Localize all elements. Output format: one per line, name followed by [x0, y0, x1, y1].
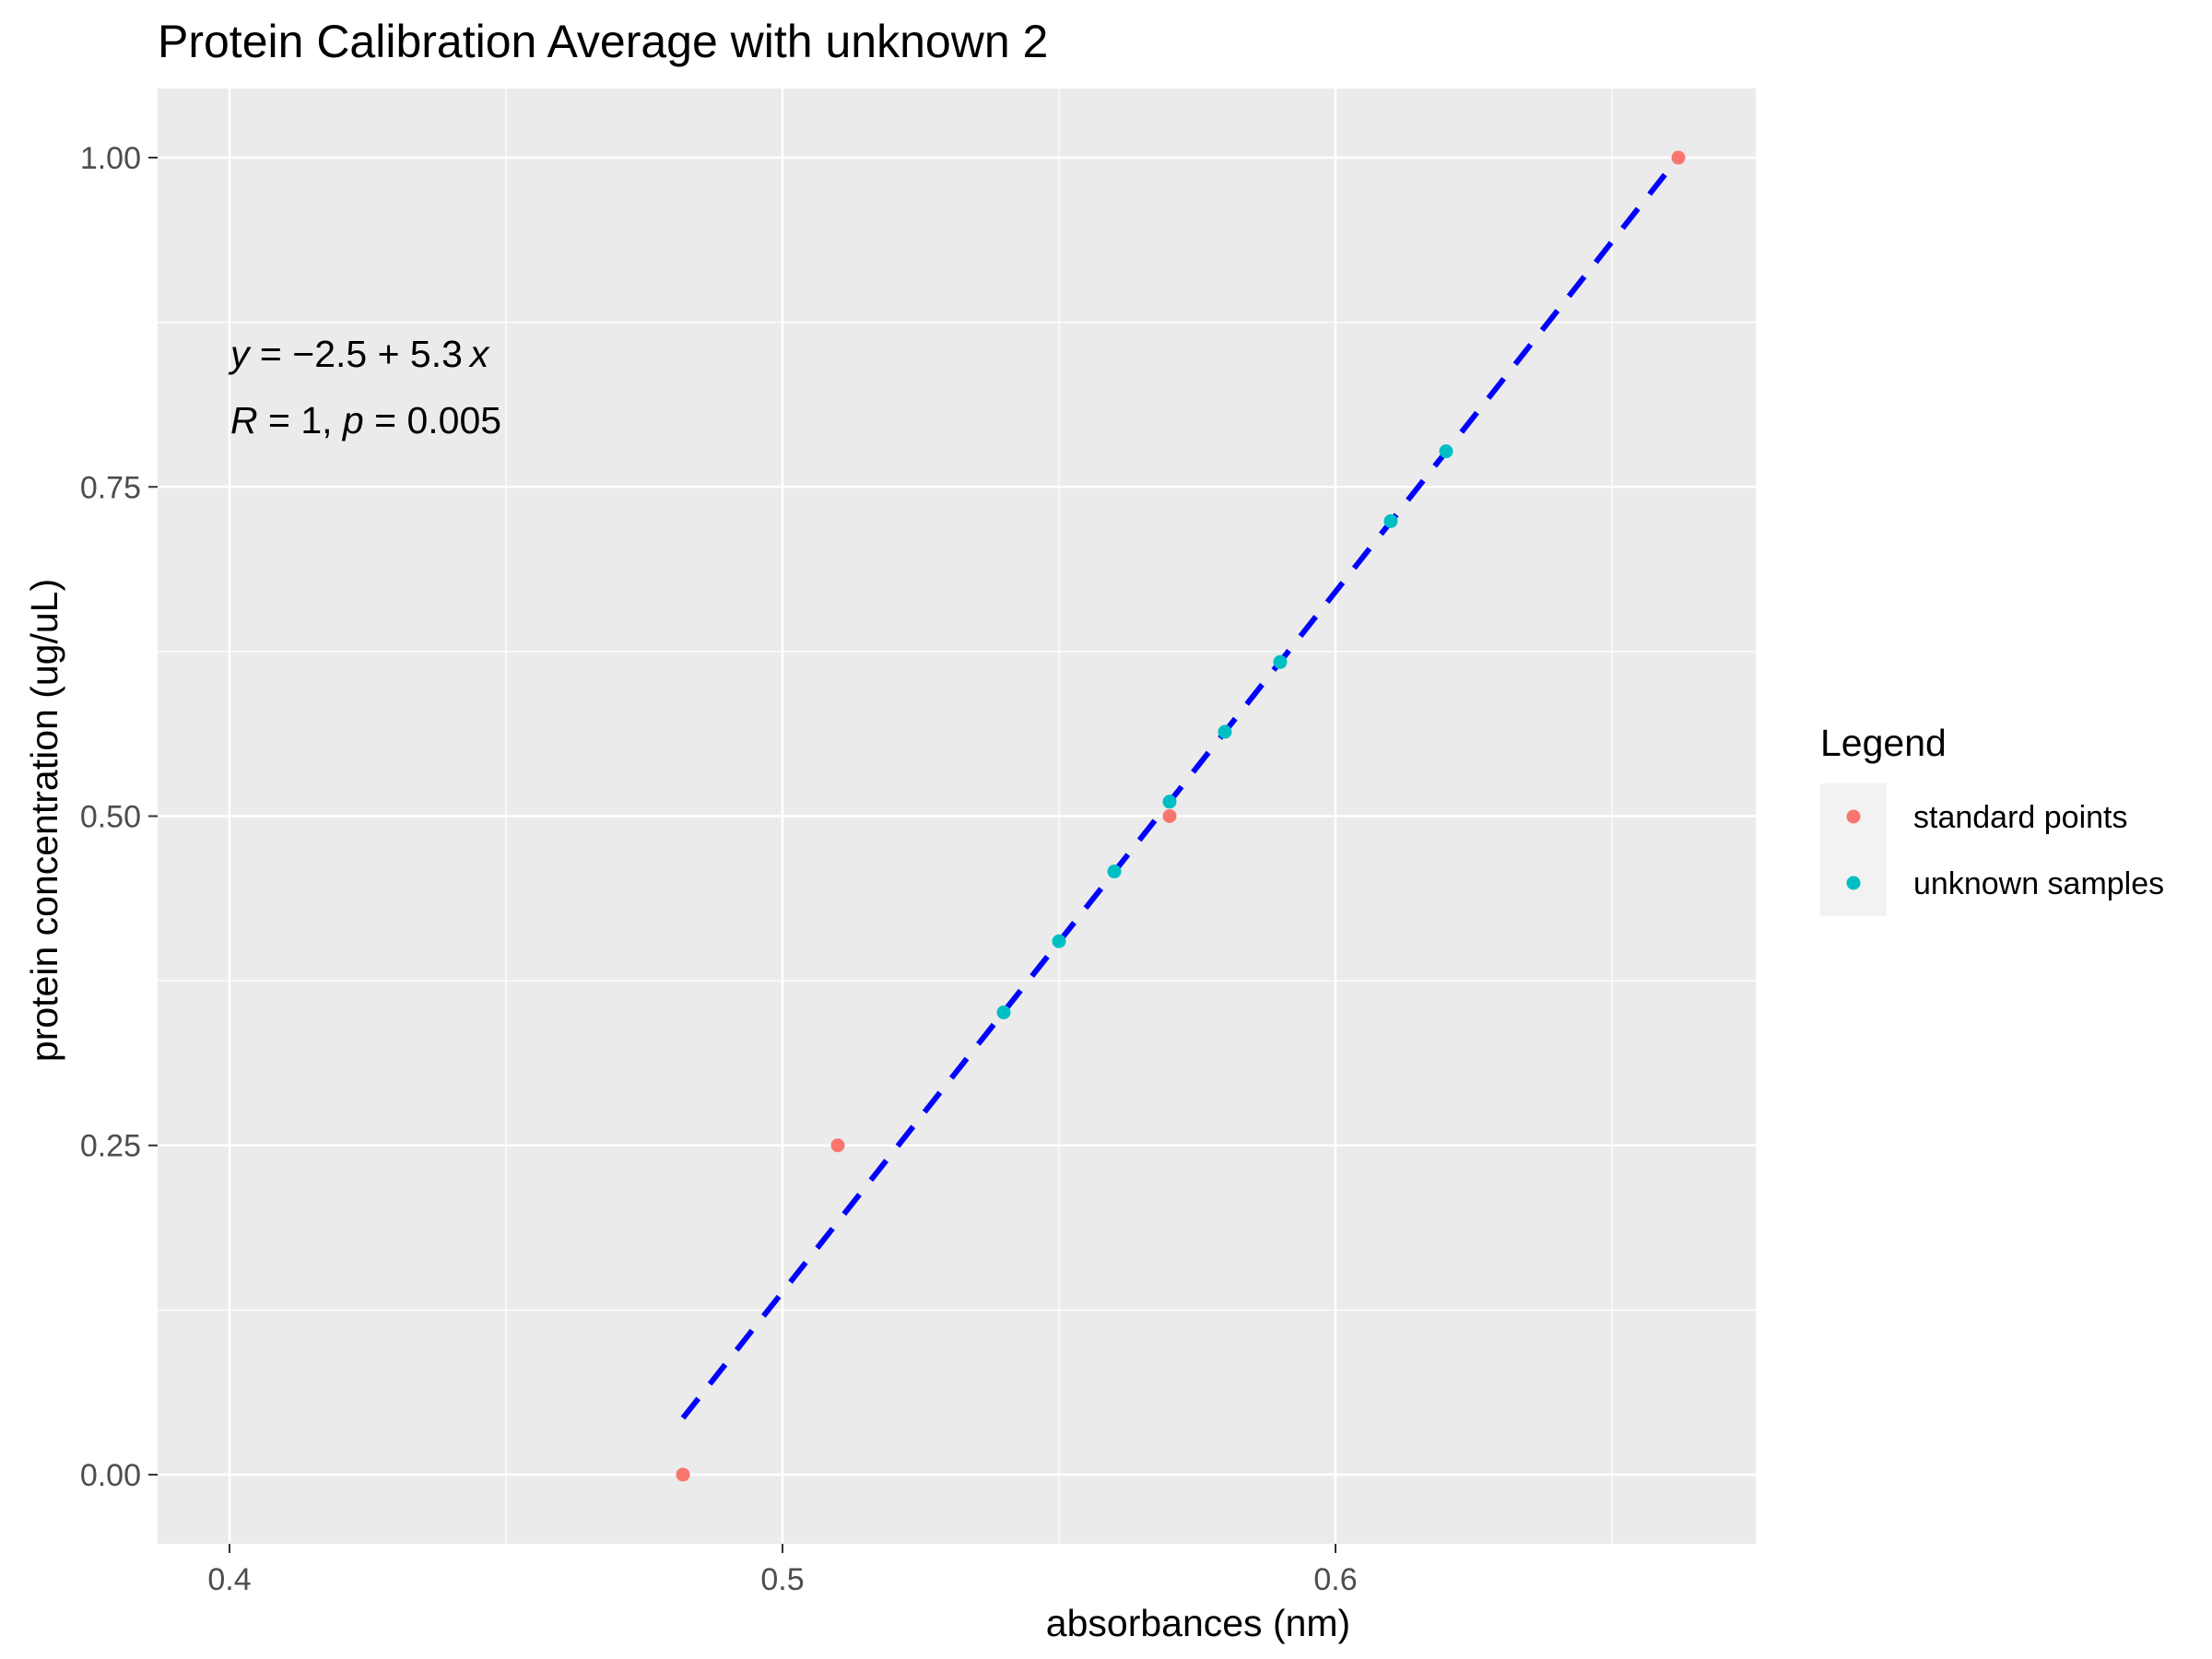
equation-eq: =: [250, 333, 293, 375]
y-axis-title: protein concentration (ug/uL): [23, 579, 65, 1062]
point-unknown-samples-0: [996, 1005, 1011, 1019]
point-standard-points-3: [1671, 150, 1686, 165]
point-standard-points-0: [676, 1467, 690, 1482]
legend-label-standard-points: standard points: [1913, 800, 2128, 835]
stats-r: R: [230, 399, 258, 441]
regression-equation: y = −2.5 + 5.3 x: [228, 333, 490, 375]
points-layer: [676, 150, 1686, 1482]
stats-p-value: = 0.005: [364, 399, 501, 441]
legend-key-standard-points: [1846, 809, 1861, 824]
equation-x: x: [468, 333, 490, 375]
legend-key-unknown-samples: [1846, 876, 1861, 890]
x-axis-title: absorbances (nm): [1046, 1602, 1350, 1644]
y-tick-label-1: 0.25: [80, 1129, 141, 1164]
equation-plus: +: [367, 333, 410, 375]
point-unknown-samples-5: [1273, 654, 1288, 669]
stats-p: p: [341, 399, 364, 441]
grid-major: [158, 88, 1756, 1544]
chart-title: Protein Calibration Average with unknown…: [158, 16, 1048, 67]
point-unknown-samples-4: [1218, 724, 1232, 739]
legend-key-background: [1820, 783, 1887, 916]
x-tick-label-0: 0.4: [207, 1562, 251, 1597]
fit-line-layer: [680, 156, 1681, 1420]
y-tick-label-4: 1.00: [80, 141, 141, 176]
y-tick-label-2: 0.50: [80, 800, 141, 835]
fit-line: [680, 156, 1681, 1420]
legend-title: Legend: [1820, 722, 1947, 764]
point-unknown-samples-3: [1162, 794, 1177, 809]
point-unknown-samples-7: [1439, 444, 1453, 459]
y-tick-label-0: 0.00: [80, 1458, 141, 1493]
stats-r-value: = 1,: [258, 399, 343, 441]
point-unknown-samples-2: [1107, 865, 1122, 879]
y-axis: 0.00 0.25 0.50 0.75 1.00: [80, 141, 158, 1493]
legend: Legend standard points unknown samples: [1820, 722, 2164, 916]
point-standard-points-1: [830, 1138, 845, 1153]
equation-minus: −: [292, 333, 314, 375]
regression-stats: R = 1, p = 0.005: [230, 399, 501, 441]
x-tick-label-1: 0.5: [760, 1562, 804, 1597]
equation-y: y: [228, 333, 252, 375]
x-axis: 0.4 0.5 0.6: [207, 1544, 1358, 1597]
point-unknown-samples-1: [1052, 934, 1066, 948]
equation-intercept: 2.5: [314, 333, 367, 375]
legend-label-unknown-samples: unknown samples: [1913, 866, 2164, 901]
equation-slope: 5.3: [410, 333, 463, 375]
point-standard-points-2: [1162, 809, 1177, 823]
point-unknown-samples-6: [1383, 513, 1398, 528]
x-tick-label-2: 0.6: [1313, 1562, 1357, 1597]
y-tick-label-3: 0.75: [80, 470, 141, 505]
